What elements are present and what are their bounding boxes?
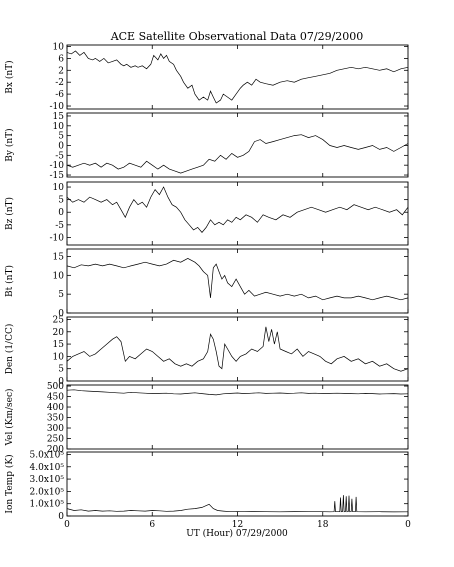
y-tick-label: 250	[47, 435, 64, 445]
y-tick-label: 1.0x10⁵	[30, 500, 65, 510]
y-tick-label: 10	[53, 352, 65, 362]
y-axis-label: Den (1/CC)	[4, 324, 15, 375]
panel-7: 5.0x10⁵ 4.0x10⁵ 3.0x10⁵ 2.0x10⁵ 1.0x10⁵ 0 Ion …	[4, 450, 409, 522]
y-tick-label: -2	[55, 78, 64, 88]
y-tick-label: 2.0x10⁵	[30, 487, 65, 497]
y-tick-label: 450	[47, 393, 64, 403]
x-tick-label: 18	[317, 520, 329, 530]
y-tick-label: -10	[50, 102, 65, 112]
y-tick-label: 5	[58, 132, 64, 142]
x-tick-label: 0	[405, 520, 411, 530]
x-tick-label: 12	[232, 520, 243, 530]
series-line	[66, 50, 409, 104]
series-line	[66, 186, 409, 233]
x-tick-label: 0	[64, 520, 70, 530]
y-tick-label: 3.0x10⁵	[30, 475, 65, 485]
y-tick-label: 5	[58, 290, 64, 300]
y-tick-label: 4.0x10⁵	[30, 463, 65, 473]
series-line	[66, 258, 409, 301]
series-line	[66, 134, 409, 174]
y-tick-label: 15	[53, 112, 65, 122]
y-tick-label: -6	[55, 90, 64, 100]
y-tick-label: -5	[55, 221, 64, 231]
y-axis-label: Bz (nT)	[4, 197, 15, 230]
chart-title: ACE Satellite Observational Data 07/29/2…	[110, 30, 364, 43]
y-tick-label: 2	[58, 66, 64, 76]
panel-frame	[66, 316, 409, 382]
y-tick-label: 300	[47, 424, 64, 434]
y-tick-label: 15	[53, 253, 65, 263]
y-tick-label: 10	[53, 42, 65, 52]
y-tick-label: -10	[50, 233, 65, 243]
y-tick-label: 0	[58, 309, 64, 319]
panel-frame	[66, 44, 409, 110]
y-tick-label: 350	[47, 414, 64, 424]
y-tick-label: 0	[58, 141, 64, 151]
y-tick-label: 200	[47, 445, 64, 455]
series-line	[66, 326, 409, 372]
panel-1: 10 6 2 -2 -6 -10 Bx (nT)	[4, 42, 409, 112]
y-tick-label: 10	[53, 122, 65, 132]
x-tick-label: 6	[149, 520, 155, 530]
y-axis-label: Vel (Km/sec)	[4, 388, 15, 446]
y-axis-label: Ion Temp (K)	[4, 454, 15, 513]
y-tick-label: 0	[58, 512, 64, 522]
y-tick-label: 5	[58, 196, 64, 206]
y-tick-label: 0	[58, 208, 64, 218]
y-tick-label: 15	[53, 340, 65, 350]
y-tick-label: 10	[53, 183, 65, 193]
panel-frame	[66, 112, 409, 178]
y-axis-label: Bx (nT)	[4, 60, 15, 93]
y-tick-label: 20	[53, 328, 65, 338]
y-tick-label: 5.0x10⁵	[30, 450, 65, 460]
y-axis-label: By (nT)	[4, 128, 15, 161]
panel-5: 25 20 15 10 5 0 Den (1/CC)	[4, 315, 409, 387]
x-axis-label: UT (Hour) 07/29/2000	[186, 528, 288, 539]
y-tick-label: 6	[58, 54, 64, 64]
y-tick-label: 400	[47, 403, 64, 413]
y-tick-label: 25	[53, 315, 65, 325]
series-line	[66, 389, 409, 396]
y-tick-label: -5	[55, 151, 64, 161]
panel-3: 10 5 0 -5 -10 Bz (nT)	[4, 181, 409, 246]
panel-frame	[66, 384, 409, 450]
panel-frame	[66, 181, 409, 246]
y-axis-label: Bt (nT)	[4, 265, 15, 297]
panel-4: 15 10 5 0 Bt (nT)	[4, 248, 409, 319]
y-tick-label: 500	[47, 382, 64, 392]
y-tick-label: 5	[58, 365, 64, 375]
y-tick-label: -10	[50, 161, 65, 171]
y-tick-label: 10	[53, 271, 65, 281]
y-tick-label: 0	[58, 377, 64, 387]
y-tick-label: -15	[50, 171, 65, 181]
series-line	[66, 495, 409, 513]
